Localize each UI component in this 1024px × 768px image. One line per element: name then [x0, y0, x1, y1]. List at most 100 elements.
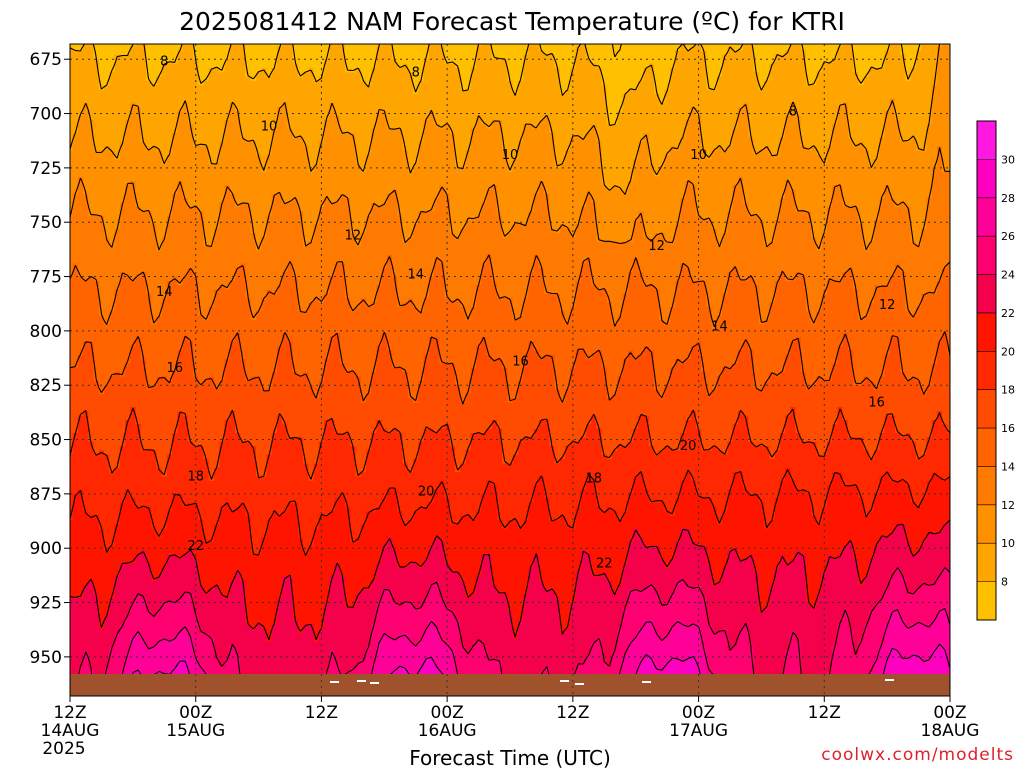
temperature-band-cell — [146, 276, 173, 282]
temperature-band-cell — [612, 450, 655, 456]
temperature-band-cell — [187, 102, 231, 108]
temperature-band-cell — [512, 615, 524, 621]
temperature-band-cell — [292, 576, 331, 582]
temperature-band-cell — [821, 307, 860, 313]
temperature-band-cell — [528, 280, 545, 286]
temperature-band-cell — [271, 446, 304, 452]
temperature-band-cell — [229, 285, 247, 291]
temperature-band-cell — [591, 415, 598, 421]
temperature-band-cell — [753, 650, 786, 656]
temperature-band-cell — [481, 498, 498, 504]
temperature-band-cell — [680, 441, 702, 447]
temperature-band-cell — [617, 641, 629, 647]
temperature-band-cell — [559, 615, 572, 621]
temperature-band-cell — [931, 654, 949, 660]
temperature-band-cell — [224, 59, 247, 65]
temperature-band-cell — [832, 133, 849, 139]
temperature-band-cell — [685, 124, 702, 130]
temperature-band-cell — [187, 502, 200, 508]
temperature-band-cell — [853, 272, 896, 278]
temperature-band-cell — [575, 585, 613, 591]
temperature-band-cell — [146, 59, 179, 65]
temperature-band-cell — [470, 385, 509, 391]
temperature-band-cell — [690, 533, 891, 539]
temperature-band-cell — [538, 476, 545, 482]
temperature-band-cell — [732, 207, 750, 213]
temperature-band-cell — [701, 493, 729, 499]
temperature-band-cell — [832, 141, 854, 147]
temperature-band-cell — [586, 133, 598, 139]
temperature-band-cell — [423, 137, 456, 143]
temperature-band-cell — [172, 376, 200, 382]
temperature-band-cell — [821, 237, 865, 243]
temperature-band-cell — [533, 254, 540, 260]
temperature-band-cell — [842, 198, 881, 204]
temperature-band-cell — [591, 263, 634, 269]
temperature-band-cell — [250, 298, 262, 304]
temperature-band-cell — [266, 163, 310, 169]
temperature-band-cell — [638, 263, 681, 269]
temperature-band-cell — [538, 559, 582, 565]
temperature-band-cell — [297, 67, 310, 73]
temperature-band-cell — [627, 289, 661, 295]
temperature-band-cell — [769, 524, 896, 530]
temperature-band-cell — [318, 150, 357, 156]
temperature-band-cell — [926, 141, 950, 147]
temperature-band-cell — [70, 498, 74, 504]
temperature-band-cell — [549, 433, 587, 439]
temperature-band-cell — [711, 224, 729, 230]
temperature-band-cell — [324, 202, 351, 208]
temperature-band-cell — [921, 233, 950, 239]
temperature-band-cell — [70, 189, 79, 195]
temperature-band-cell — [502, 454, 514, 460]
temperature-band-cell — [633, 163, 655, 169]
temperature-band-cell — [193, 350, 231, 356]
temperature-band-cell — [575, 224, 598, 230]
temperature-band-cell — [690, 476, 734, 482]
temperature-band-cell — [70, 476, 210, 482]
temperature-band-cell — [732, 480, 744, 486]
temperature-band-cell — [187, 115, 231, 121]
temperature-band-cell — [774, 285, 807, 291]
temperature-band-cell — [125, 185, 137, 191]
temperature-band-cell — [250, 541, 262, 547]
temperature-band-cell — [575, 363, 603, 369]
temperature-band-cell — [177, 598, 194, 604]
temperature-band-cell — [575, 46, 587, 52]
temperature-band-cell — [125, 493, 131, 499]
temperature-band-cell — [523, 598, 561, 604]
temperature-band-cell — [366, 454, 404, 460]
temperature-band-cell — [266, 463, 310, 469]
temperature-band-cell — [732, 46, 744, 52]
temperature-band-cell — [842, 550, 854, 556]
temperature-band-cell — [355, 446, 372, 452]
temperature-band-cell — [245, 46, 278, 52]
temperature-band-cell — [114, 580, 200, 586]
temperature-band-cell — [832, 189, 844, 195]
temperature-band-cell — [627, 89, 655, 95]
temperature-band-cell — [627, 272, 645, 278]
temperature-band-cell — [680, 215, 702, 221]
temperature-band-cell — [779, 276, 786, 282]
temperature-band-cell — [727, 646, 734, 652]
temperature-band-cell — [491, 120, 503, 126]
temperature-band-cell — [250, 207, 273, 213]
temperature-band-cell — [119, 459, 158, 465]
temperature-band-cell — [109, 146, 121, 152]
temperature-band-cell — [245, 372, 273, 378]
temperature-band-cell — [371, 633, 383, 639]
temperature-band-cell — [444, 546, 629, 552]
temperature-band-cell — [360, 528, 634, 534]
temperature-band-cell — [418, 393, 461, 399]
temperature-band-cell — [455, 459, 467, 465]
temperature-band-cell — [612, 307, 624, 313]
temperature-band-cell — [879, 376, 907, 382]
temperature-band-cell — [905, 280, 938, 286]
temperature-band-cell — [371, 437, 404, 443]
temperature-band-cell — [884, 124, 901, 130]
temperature-band-cell — [119, 285, 147, 291]
temperature-band-cell — [172, 441, 194, 447]
temperature-band-cell — [732, 198, 744, 204]
temperature-band-cell — [596, 489, 634, 495]
temperature-band-cell — [70, 167, 263, 173]
